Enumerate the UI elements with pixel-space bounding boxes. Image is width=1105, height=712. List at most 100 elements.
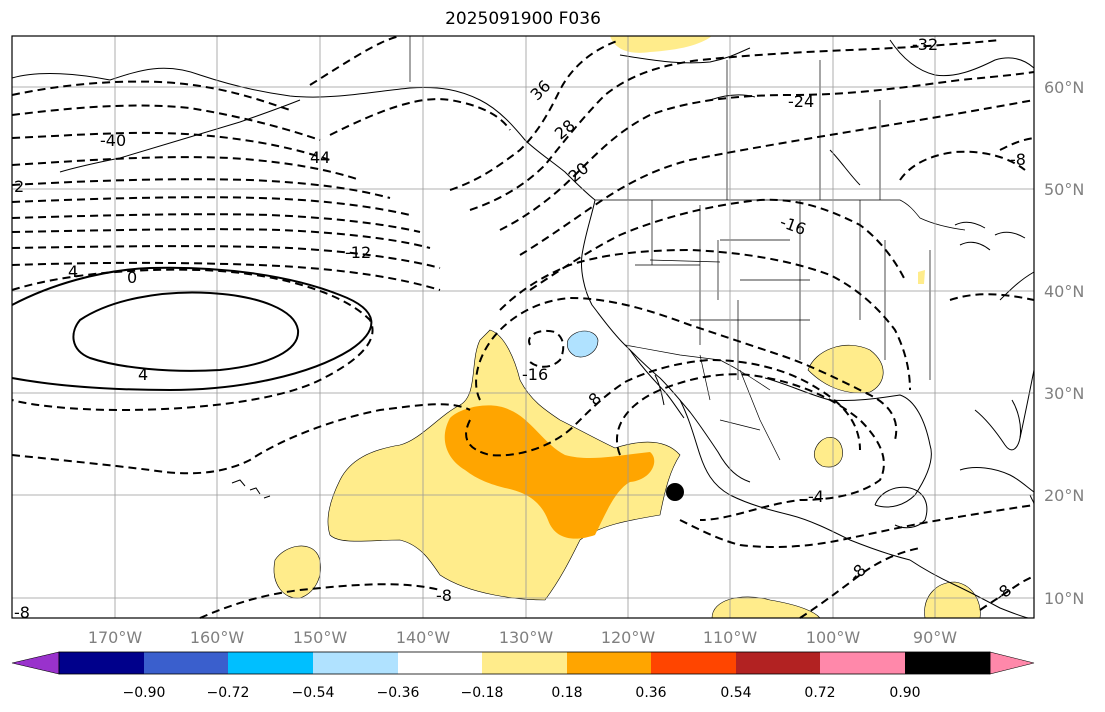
contour-line-positive: [72, 291, 300, 372]
contour-line: [499, 248, 911, 391]
contour-line: [529, 198, 906, 291]
map-title: 2025091900 F036: [445, 9, 601, 29]
alaska-coastline: [11, 67, 596, 201]
contour-label: -12: [345, 243, 371, 262]
contour-line: [11, 213, 421, 233]
colorbar-tick-label: −0.90: [123, 685, 166, 701]
colorbar-segment: [398, 652, 482, 674]
lat-label-60n: 60°N: [1044, 78, 1084, 97]
contour-label: -4: [808, 487, 824, 506]
contour-line: [11, 104, 321, 141]
colorbar-tick-label: 0.54: [720, 685, 751, 701]
colorbar-tick-label: 0.18: [551, 685, 582, 701]
colorbar-outline: [58, 651, 991, 675]
contour-line: [799, 547, 921, 619]
us-state-lines: [635, 200, 931, 380]
hudson-bay: [889, 39, 1035, 77]
contour-line: [449, 39, 621, 191]
contour-line: [11, 403, 471, 475]
colorbar-tick-label: 0.90: [889, 685, 920, 701]
lat-label-30n: 30°N: [1044, 384, 1084, 403]
contour-line: [11, 178, 391, 199]
hawaii-islands: [231, 479, 271, 499]
contour-line: [615, 373, 885, 521]
gulf-of-mexico-coast: [764, 377, 932, 508]
contour-label: 0: [127, 268, 137, 287]
storm-center-marker: [666, 483, 684, 501]
contour-line: [11, 196, 411, 216]
colorbar-tick-label: −0.54: [292, 685, 335, 701]
contour-line: [899, 150, 1026, 181]
lat-label-10n: 10°N: [1044, 589, 1084, 608]
contour-label: 4: [68, 262, 78, 281]
anomaly-area-yellow-north: [610, 36, 712, 53]
contour-line: [465, 358, 861, 457]
colorbar-segment: [144, 652, 228, 674]
colorbar-tick-label: 0.36: [635, 685, 666, 701]
lon-label-130w: 130°W: [499, 628, 554, 647]
anomaly-area-yellow-south: [711, 596, 821, 619]
colorbar-ticks: −0.90 −0.72 −0.54 −0.36 −0.18 0.18 0.36 …: [123, 685, 921, 701]
colorbar-segment: [905, 652, 990, 674]
contour-label: -24: [788, 92, 814, 111]
dashed-contours: [11, 35, 1035, 619]
anomaly-area-orange: [444, 405, 655, 539]
contour-label: 2: [14, 177, 24, 196]
florida-peninsula: [974, 399, 1021, 451]
colorbar-segment: [482, 652, 567, 674]
contour-line: [499, 71, 1035, 231]
contour-line: [679, 504, 1035, 549]
contour-line: [979, 575, 1035, 611]
lat-label-40n: 40°N: [1044, 282, 1084, 301]
contour-label: -8: [14, 603, 30, 622]
contour-line: [11, 156, 361, 181]
lat-label-20n: 20°N: [1044, 486, 1084, 505]
contour-label: 4: [138, 365, 148, 384]
coastline-layer: [11, 39, 1035, 619]
solid-contours: [11, 266, 373, 392]
lon-label-120w: 120°W: [601, 628, 656, 647]
contour-line: [11, 268, 374, 412]
colorbar-segment: [820, 652, 905, 674]
contour-line-zero: [11, 266, 373, 392]
contour-line: [309, 35, 401, 86]
lon-label-150w: 150°W: [293, 628, 348, 647]
yucatan-peninsula: [874, 486, 928, 529]
colorbar-extend-low: [11, 651, 60, 675]
colorbar-segment: [567, 652, 651, 674]
latitude-axis: 60°N 50°N 40°N 30°N 20°N 10°N: [1044, 78, 1084, 608]
contour-label: -32: [912, 35, 938, 54]
contour-line: [11, 80, 291, 111]
anomaly-area-blue: [566, 330, 599, 358]
anomaly-area-yellow-west: [273, 545, 321, 599]
lon-label-140w: 140°W: [396, 628, 451, 647]
us-canada-border: [595, 199, 966, 231]
colorbar-segment: [651, 652, 736, 674]
colorbar-tick-label: −0.18: [461, 685, 504, 701]
colorbar-tick-label: −0.72: [207, 685, 250, 701]
contour-line: [519, 99, 1035, 256]
great-lakes: [954, 221, 1026, 251]
lon-label-160w: 160°W: [190, 628, 245, 647]
anomaly-area-yellow-gulf: [813, 437, 843, 468]
contour-line: [475, 296, 898, 441]
cuba: [959, 467, 1035, 493]
contour-line: [329, 98, 511, 136]
colorbar: −0.90 −0.72 −0.54 −0.36 −0.18 0.18 0.36 …: [11, 651, 1035, 701]
colorbar-tick-label: −0.36: [377, 685, 420, 701]
aleutian-islands: [59, 99, 301, 173]
contour-label: -8: [1010, 150, 1026, 169]
colorbar-extend-high: [989, 651, 1035, 675]
contour-line: [949, 293, 1035, 301]
anomaly-area-yellow-lakes: [918, 270, 925, 284]
graticule: [12, 36, 1034, 618]
contour-line: [199, 583, 441, 619]
longitude-axis: 170°W 160°W 150°W 140°W 130°W 120°W 110°…: [88, 628, 957, 647]
contour-line: [11, 228, 431, 249]
colorbar-segment: [59, 652, 144, 674]
contour-line: [527, 329, 565, 368]
contour-label: 44: [310, 148, 330, 167]
contour-line: [11, 261, 441, 291]
lat-label-50n: 50°N: [1044, 180, 1084, 199]
